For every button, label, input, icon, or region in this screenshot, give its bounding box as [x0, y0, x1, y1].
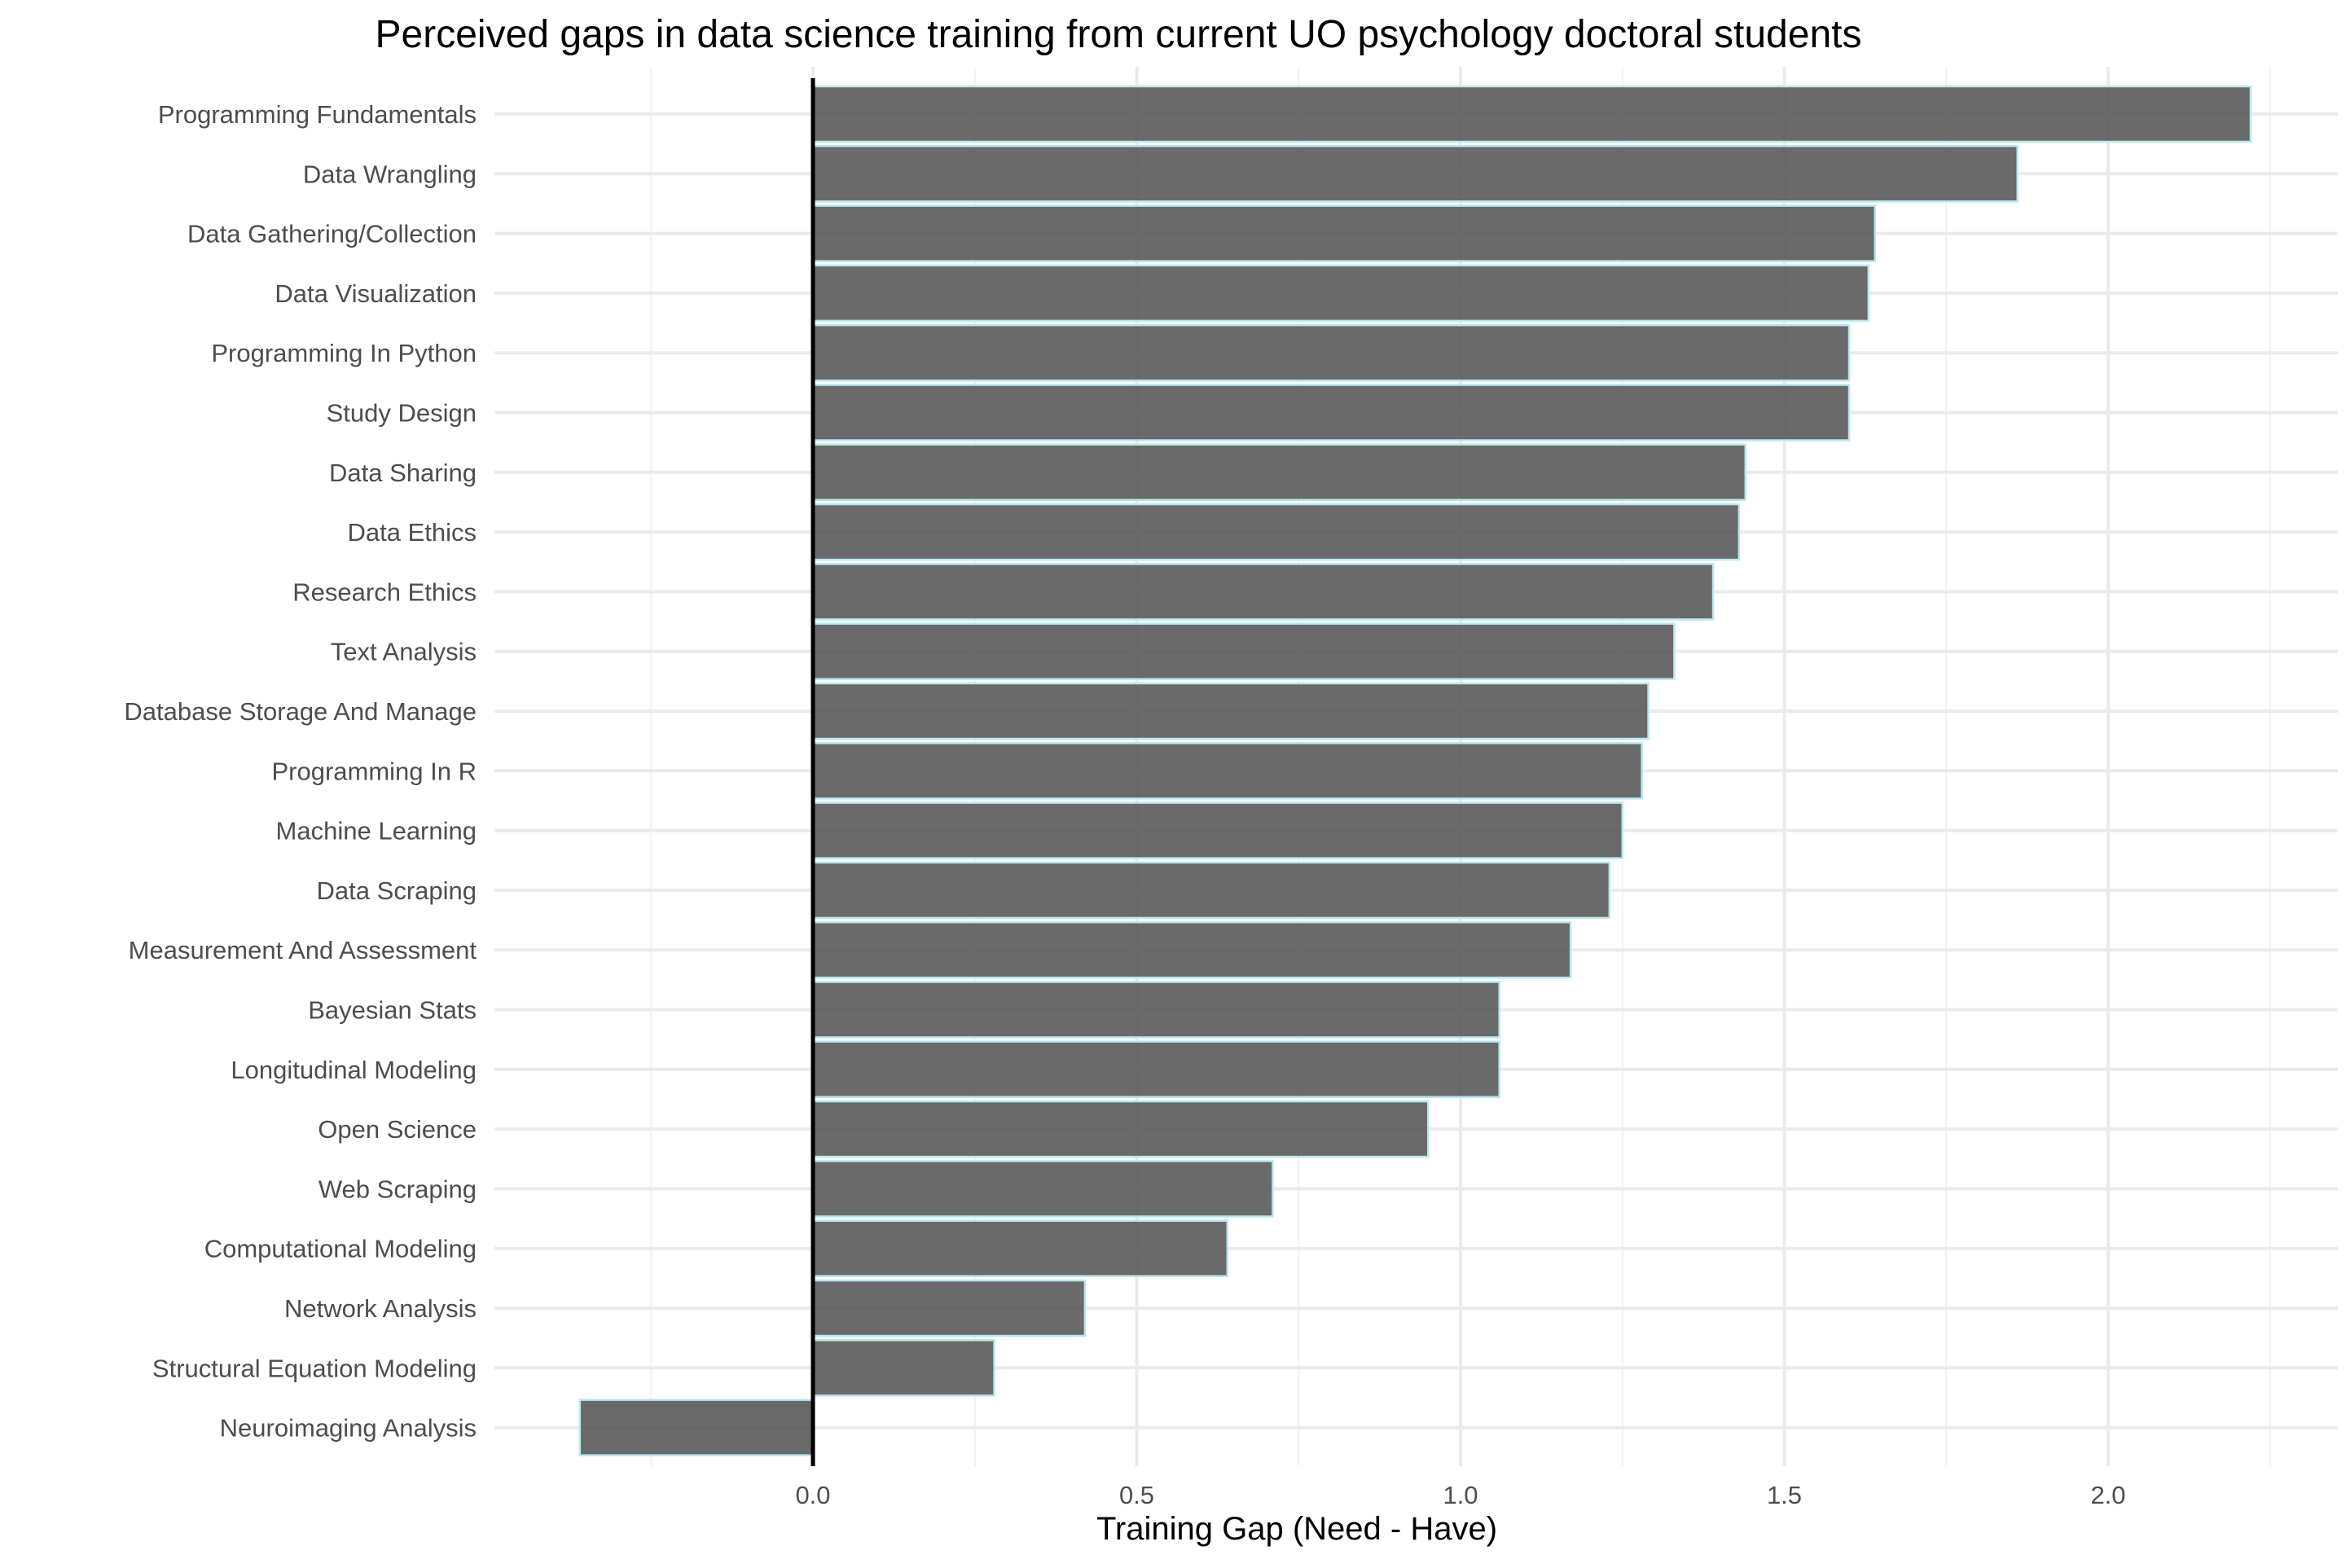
x-tick-label: 0.5 [1119, 1481, 1154, 1509]
category-label: Study Design [327, 399, 477, 428]
bar [811, 861, 1611, 920]
chart-title: Perceived gaps in data science training … [376, 13, 1862, 56]
category-label: Research Ethics [292, 578, 477, 606]
bar [811, 682, 1650, 740]
category-label: Web Scraping [319, 1175, 477, 1203]
bar [811, 1279, 1087, 1337]
x-axis-title: Training Gap (Need - Have) [1096, 1511, 1497, 1547]
category-label: Data Scraping [317, 876, 477, 905]
category-label: Structural Equation Modeling [152, 1354, 477, 1382]
x-tick-label: 0.0 [795, 1481, 830, 1509]
category-label: Programming In Python [211, 339, 477, 367]
bar [811, 204, 1877, 262]
bar [811, 563, 1715, 621]
category-labels: Programming Fundamentals Data Wrangling Da… [124, 100, 477, 1443]
x-tick-label: 1.5 [1767, 1481, 1802, 1509]
bar [811, 622, 1676, 680]
category-label: Bayesian Stats [308, 996, 477, 1025]
category-label: Data Ethics [347, 518, 477, 547]
bar [811, 85, 2252, 143]
category-label: Programming In R [271, 757, 477, 785]
x-tick-label: 1.0 [1443, 1481, 1478, 1509]
category-label: Data Sharing [329, 459, 477, 487]
bars-layer [578, 85, 2252, 1456]
bar [811, 1100, 1430, 1158]
x-tick-label: 2.0 [2090, 1481, 2125, 1509]
category-label: Neuroimaging Analysis [220, 1414, 477, 1443]
category-label: Database Storage And Manage [124, 697, 477, 726]
category-label: Data Visualization [275, 279, 477, 308]
category-label: Computational Modeling [204, 1235, 477, 1263]
category-label: Text Analysis [331, 638, 477, 666]
category-label: Measurement And Assessment [129, 936, 477, 964]
category-label: Data Gathering/Collection [187, 220, 477, 248]
bar [811, 802, 1623, 859]
x-axis-ticks: 0.0 0.5 1.0 1.5 2.0 [795, 1481, 2125, 1509]
bar [811, 920, 1572, 979]
bar [811, 323, 1851, 382]
category-label: Programming Fundamentals [158, 100, 477, 129]
category-label: Open Science [318, 1115, 477, 1144]
bar [811, 384, 1851, 441]
category-label: Data Wrangling [303, 160, 477, 188]
bar [811, 264, 1870, 323]
bar [811, 145, 2019, 203]
category-label: Longitudinal Modeling [231, 1056, 477, 1084]
bar [811, 1339, 995, 1397]
category-label: Machine Learning [276, 817, 477, 845]
bar [811, 981, 1500, 1039]
bar [811, 742, 1643, 800]
bar [811, 503, 1741, 561]
category-label: Network Analysis [284, 1294, 477, 1323]
bar [811, 1219, 1229, 1277]
bar [811, 1040, 1500, 1099]
bar [811, 443, 1747, 502]
bar [578, 1399, 815, 1456]
bar [811, 1160, 1274, 1218]
